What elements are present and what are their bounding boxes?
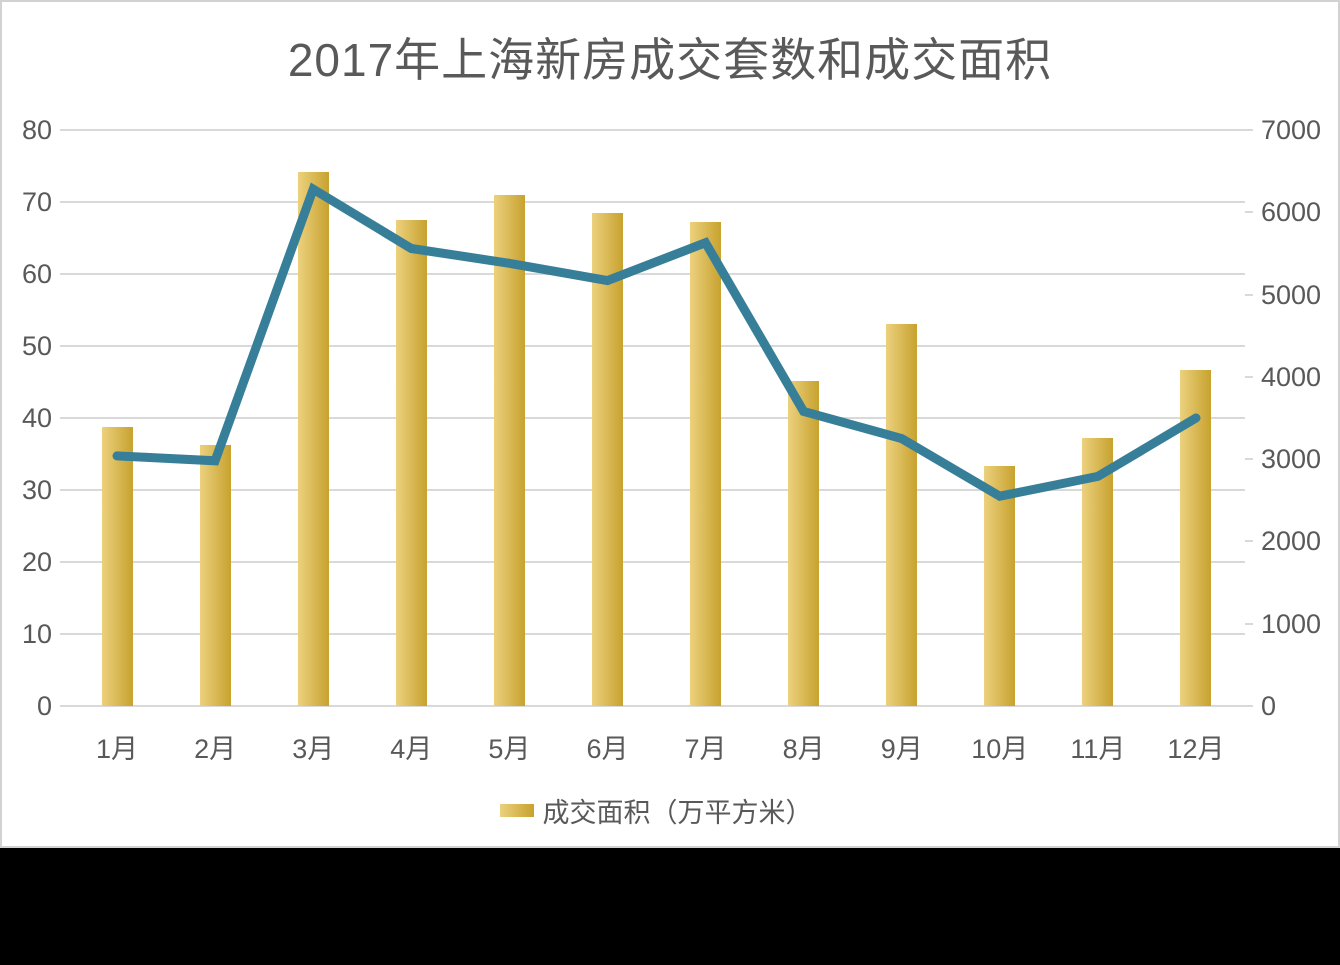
bar-2月 [199,445,231,706]
right-axis-tick-label: 2000 [1261,526,1322,557]
bar-8月 [788,380,820,706]
legend-label: 成交面积（万平方米） [542,798,813,828]
right-axis-tick [1245,375,1253,378]
right-axis-tick [1245,458,1253,461]
bar-4月 [395,220,427,706]
legend: 成交面积（万平方米） [2,791,1310,830]
x-axis-label-7月: 7月 [684,734,727,764]
left-axis-tick-label: 80 [21,115,52,145]
bar-5月 [493,194,525,706]
gridline [68,201,1245,203]
left-axis-tick-label: 10 [21,619,52,649]
gridline [68,345,1245,347]
right-axis-tick-label: 0 [1261,691,1277,721]
right-axis-tick-label: 1000 [1261,608,1322,639]
x-axis-label-12月: 12月 [1167,734,1225,764]
left-axis-tick-label: 60 [21,259,52,289]
right-axis-tick [1245,129,1253,131]
right-axis-tick [1245,540,1253,543]
bar-7月 [690,222,722,706]
left-axis-tick [60,417,68,419]
bar-12月 [1180,370,1212,706]
letterbox-band [0,848,1340,965]
left-axis-tick-label: 40 [21,403,52,433]
left-axis-tick-label: 30 [21,475,52,505]
bar-1月 [101,426,133,706]
bar-11月 [1082,438,1114,706]
gridline [68,273,1245,275]
left-axis-tick-label: 20 [21,547,52,577]
left-axis-tick [60,633,68,635]
left-axis-tick [60,561,68,563]
right-axis-tick-label: 3000 [1261,444,1322,475]
gridline [68,633,1245,635]
chart-title: 2017年上海新房成交套数和成交面积 [287,34,1053,86]
right-axis-tick-label: 6000 [1261,197,1322,228]
left-axis-tick [60,273,68,275]
x-axis-label-8月: 8月 [782,734,825,764]
right-axis-tick [1245,622,1253,625]
left-axis-tick [60,345,68,347]
right-axis-tick-label: 7000 [1261,115,1322,145]
right-axis-tick-label: 4000 [1261,361,1322,392]
gridline [68,561,1245,563]
bar-6月 [591,212,623,706]
chart-area: 2017年上海新房成交套数和成交面积 0 10 20 30 40 50 60 70 80 0 10… [0,0,1340,848]
right-axis-tick [1245,293,1253,296]
left-axis-tick [60,129,68,131]
left-axis-tick-label: 50 [21,331,52,361]
x-axis-label-3月: 3月 [292,734,335,764]
line-series [112,182,1201,501]
bar-3月 [297,171,329,706]
legend-swatch-area-series [499,804,534,817]
x-axis-label-5月: 5月 [488,734,531,764]
x-axis-label-9月: 9月 [880,734,923,764]
left-axis-tick-label: 0 [36,691,52,721]
gridline [68,417,1245,419]
gridline [68,489,1245,491]
x-axis-label-6月: 6月 [586,734,629,764]
x-axis-label-11月: 11月 [1070,734,1126,764]
x-axis-label-2月: 2月 [194,734,237,764]
gridline [68,129,1245,131]
x-axis-line [60,705,1253,707]
x-axis-label-1月: 1月 [96,734,139,764]
right-axis-tick-label: 5000 [1261,279,1322,310]
left-axis-tick [60,201,68,203]
left-axis-tick [60,489,68,491]
left-axis-tick-label: 70 [21,187,52,217]
right-axis-tick [1245,211,1253,214]
bar-10月 [984,465,1016,706]
x-axis-label-10月: 10月 [971,734,1029,764]
x-axis-label-4月: 4月 [390,734,433,764]
bar-9月 [886,324,918,706]
